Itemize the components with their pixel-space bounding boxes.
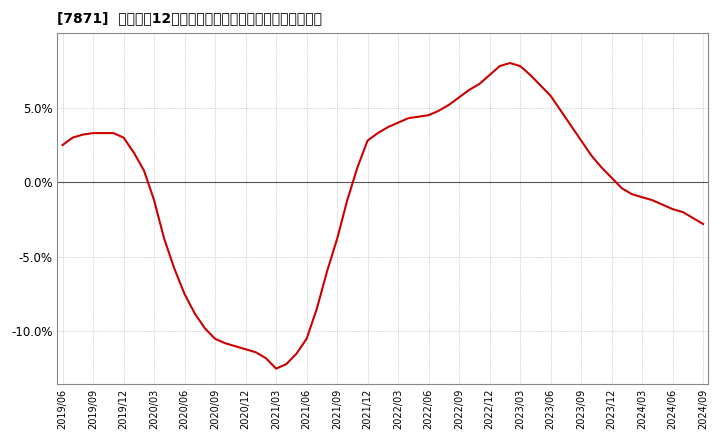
Text: [7871]  売上高の12か月移動合計の対前年同期増減率の推移: [7871] 売上高の12か月移動合計の対前年同期増減率の推移: [58, 11, 323, 25]
